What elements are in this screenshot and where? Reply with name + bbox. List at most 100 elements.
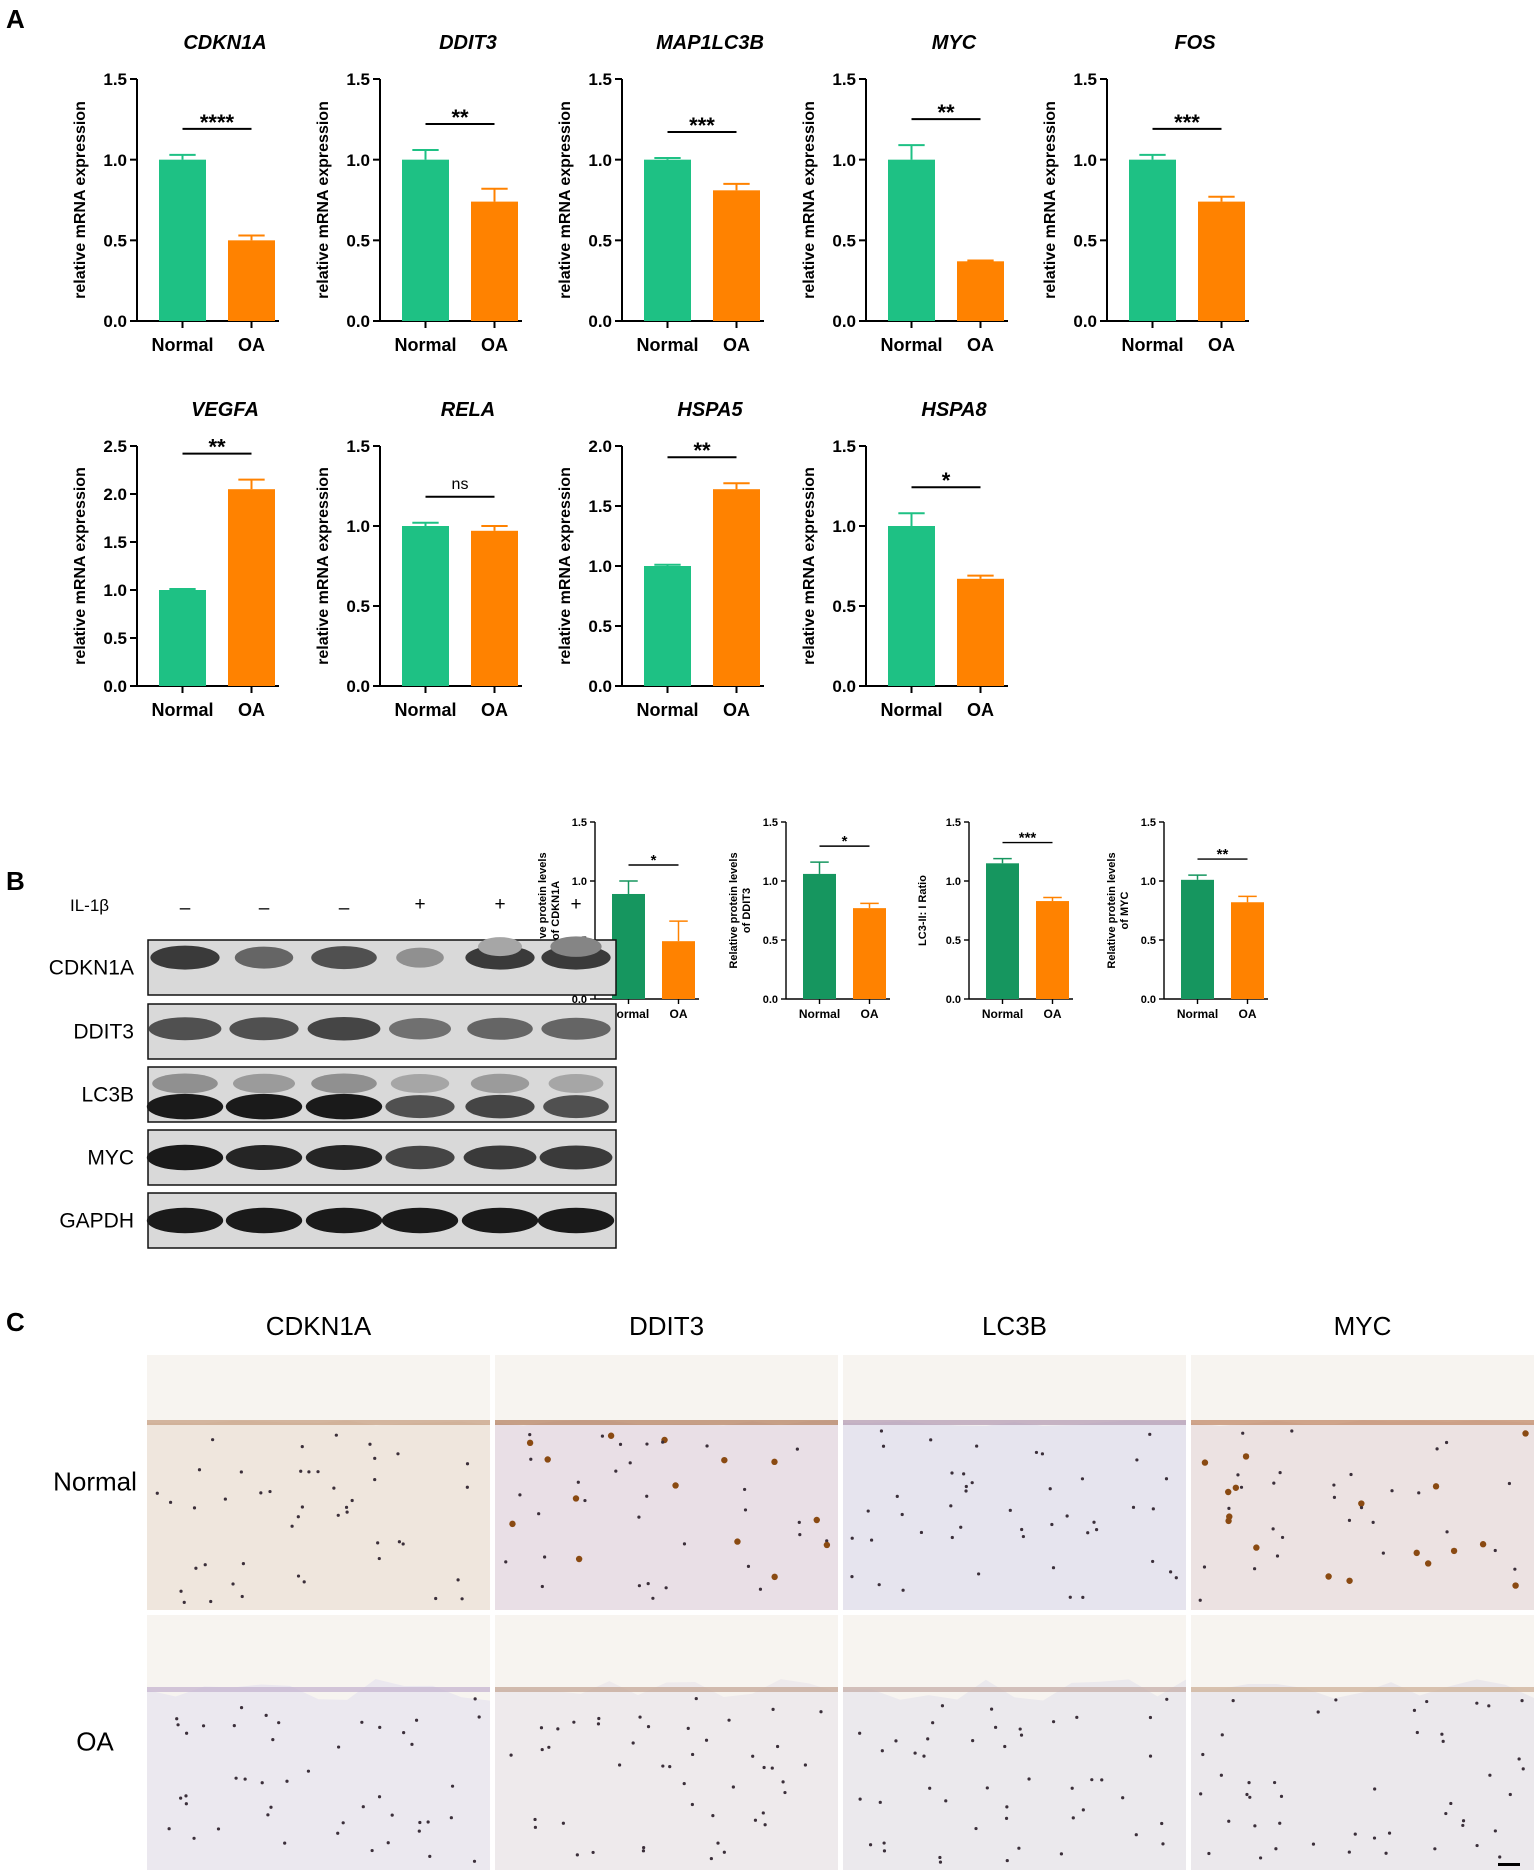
ihc-cell xyxy=(264,1713,268,1717)
ihc-cell xyxy=(1198,1598,1202,1602)
lane-sign: – xyxy=(339,898,350,919)
ihc-cell xyxy=(216,1827,221,1831)
y-tick-label: 0.0 xyxy=(572,994,587,1006)
y-tick-label: 1.5 xyxy=(946,817,961,829)
y-tick-label: 0.5 xyxy=(832,231,856,250)
chart-title: FOS xyxy=(1174,32,1216,54)
lane-sign: + xyxy=(570,894,581,915)
y-tick-label: 1.0 xyxy=(572,876,587,888)
ihc-cell xyxy=(271,1738,275,1742)
panel-label-b: B xyxy=(6,866,25,896)
ihc-cell xyxy=(1227,1819,1231,1823)
y-axis-label: relative mRNA expression xyxy=(315,101,332,299)
y-tick-label: 1.5 xyxy=(103,533,127,552)
ihc-cell xyxy=(540,1747,544,1752)
chart-ddit3: 0.0 0.5 1.0 1.5 Normal OA ** DDIT3 relative mRNA… xyxy=(315,32,522,355)
ihc-cell xyxy=(1440,1732,1444,1736)
ihc-cell xyxy=(336,1831,340,1835)
ihc-cell xyxy=(1475,1701,1479,1705)
y-axis-label: LC3-II: I Ratio xyxy=(917,875,929,946)
ihc-cell xyxy=(1346,1577,1353,1584)
ihc-cell xyxy=(539,1726,544,1730)
ihc-tissue xyxy=(147,1679,490,1870)
ihc-cell xyxy=(231,1582,235,1586)
ihc-cell xyxy=(962,1472,966,1476)
y-tick-label: 1.5 xyxy=(103,70,127,89)
ihc-cell xyxy=(184,1802,188,1806)
ihc-cell xyxy=(641,1849,646,1853)
ihc-cell xyxy=(1347,1518,1352,1522)
ihc-cell xyxy=(1021,1534,1025,1539)
y-tick-label: 1.0 xyxy=(946,876,961,888)
ihc-cell xyxy=(179,1589,183,1593)
ihc-cell xyxy=(1020,1527,1024,1532)
y-tick-label: 0.5 xyxy=(588,231,612,250)
blot-label: CDKN1A xyxy=(49,957,134,980)
bar-normal xyxy=(402,159,449,321)
ihc-column-label: LC3B xyxy=(982,1311,1047,1341)
y-tick-label: 1.0 xyxy=(832,517,856,536)
y-tick-label: 0.5 xyxy=(346,231,370,250)
y-tick-label: 1.0 xyxy=(1073,151,1097,170)
ihc-image-oa-cdkn1a xyxy=(147,1615,490,1870)
ihc-cell xyxy=(1003,1744,1007,1749)
ihc-cell xyxy=(232,1724,236,1728)
chart-title: DDIT3 xyxy=(439,32,497,54)
western-blot: IL-1β – – – + + + CDKN1A DDIT3 LC3B MYC GAPDH xyxy=(49,894,617,1249)
ihc-cell xyxy=(509,1753,513,1757)
ihc-cell xyxy=(179,1796,183,1800)
y-tick-label: 1.5 xyxy=(763,817,778,829)
blot-band xyxy=(467,1017,533,1040)
ihc-cell xyxy=(709,1856,713,1861)
blot-band xyxy=(543,1095,609,1119)
ihc-panel: CDKN1A DDIT3 LC3B MYC Normal OA xyxy=(53,1311,1534,1870)
ihc-cell xyxy=(1279,1794,1284,1798)
ihc-cell xyxy=(192,1836,196,1840)
y-tick-label: 0.5 xyxy=(763,935,778,947)
bar-oa xyxy=(853,908,886,999)
ihc-cell xyxy=(746,1564,751,1568)
ihc-cell xyxy=(638,1715,642,1719)
ihc-cell xyxy=(1461,1819,1466,1823)
ihc-cell xyxy=(334,1433,338,1437)
x-tick-label: OA xyxy=(481,700,508,720)
y-axis-label: relative mRNA expression xyxy=(801,467,818,665)
y-tick-label: 1.0 xyxy=(763,876,778,888)
blot-label: MYC xyxy=(87,1147,134,1170)
ihc-cell xyxy=(428,1854,432,1858)
ihc-cell xyxy=(771,1707,775,1711)
ihc-cell xyxy=(307,1470,311,1474)
ihc-cell xyxy=(561,1821,565,1825)
ihc-cell xyxy=(1051,1566,1056,1570)
ihc-cell xyxy=(617,1763,622,1767)
ihc-cell xyxy=(686,1726,690,1731)
y-tick-label: 1.0 xyxy=(588,557,612,576)
ihc-cell xyxy=(175,1717,179,1721)
ihc-cell xyxy=(1004,1816,1009,1820)
ihc-cell xyxy=(239,1470,243,1474)
blot-band xyxy=(385,1145,455,1170)
bar-normal xyxy=(644,159,691,321)
ihc-cell xyxy=(456,1578,460,1582)
ihc-cell xyxy=(1086,1531,1090,1535)
ihc-cell xyxy=(473,1697,477,1701)
ihc-cell xyxy=(1148,1432,1152,1436)
ihc-cell xyxy=(661,1440,665,1444)
ihc-surface-edge xyxy=(1191,1420,1534,1425)
ihc-cell xyxy=(477,1715,481,1719)
y-tick-label: 0.0 xyxy=(763,994,778,1006)
ihc-cell xyxy=(628,1461,632,1465)
ihc-cell xyxy=(1040,1452,1045,1456)
ihc-cell xyxy=(300,1505,304,1509)
y-tick-label: 0.0 xyxy=(832,312,856,331)
ihc-cell xyxy=(975,1444,979,1448)
ihc-cell xyxy=(974,1826,978,1831)
ihc-cell xyxy=(360,1720,364,1724)
ihc-cell xyxy=(572,1495,580,1502)
ihc-cell xyxy=(1424,1560,1432,1567)
ihc-cell xyxy=(1445,1530,1449,1534)
blot-band xyxy=(148,1017,222,1041)
y-tick-label: 1.0 xyxy=(346,517,370,536)
y-tick-label: 0.5 xyxy=(832,597,856,616)
y-axis-label: relative mRNA expression xyxy=(557,467,574,665)
